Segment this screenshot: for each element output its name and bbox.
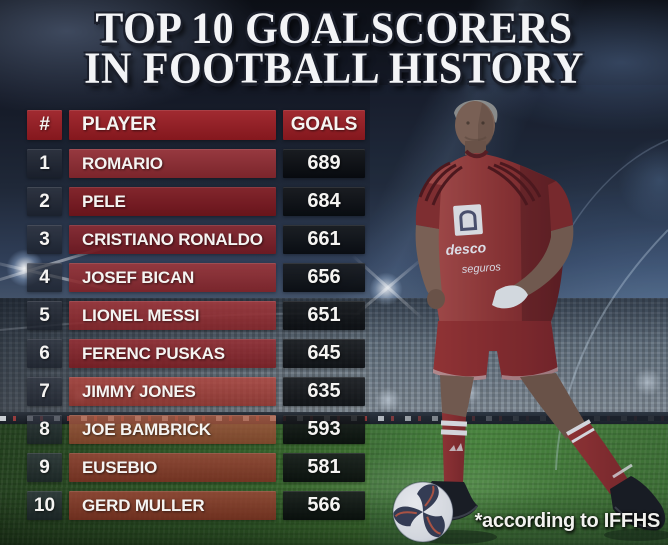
goals-cell: 656 <box>283 263 365 292</box>
rank-cell: 7 <box>27 377 62 406</box>
photo-blue-tint <box>370 85 668 545</box>
title-line-2: IN FOOTBALL HISTORY <box>84 44 584 94</box>
rank-cell: 8 <box>27 415 62 444</box>
rank-cell: 4 <box>27 263 62 292</box>
header-rank: # <box>27 110 62 140</box>
goals-cell: 566 <box>283 491 365 520</box>
player-cell: CRISTIANO RONALDO <box>69 225 276 254</box>
player-cell: JIMMY JONES <box>69 377 276 406</box>
rank-cell: 2 <box>27 187 62 216</box>
player-cell: ROMARIO <box>69 149 276 178</box>
rank-cell: 6 <box>27 339 62 368</box>
rank-cell: 9 <box>27 453 62 482</box>
rank-cell: 10 <box>27 491 62 520</box>
goals-cell: 645 <box>283 339 365 368</box>
goals-cell: 651 <box>283 301 365 330</box>
player-photo: desco seguros <box>370 85 668 545</box>
player-cell: JOSEF BICAN <box>69 263 276 292</box>
header-goals: GOALS <box>283 110 365 140</box>
player-cell: GERD MULLER <box>69 491 276 520</box>
title-line-1: TOP 10 GOALSCORERS <box>95 4 573 54</box>
player-cell: LIONEL MESSI <box>69 301 276 330</box>
goals-cell: 684 <box>283 187 365 216</box>
player-cell: JOE BAMBRICK <box>69 415 276 444</box>
goals-cell: 661 <box>283 225 365 254</box>
player-cell: FERENC PUSKAS <box>69 339 276 368</box>
source-footnote: *according to IFFHS <box>474 510 661 532</box>
rank-cell: 5 <box>27 301 62 330</box>
goals-cell: 635 <box>283 377 365 406</box>
goals-cell: 593 <box>283 415 365 444</box>
page-title: TOP 10 GOALSCORERS IN FOOTBALL HISTORY <box>0 4 668 94</box>
goals-cell: 581 <box>283 453 365 482</box>
rank-cell: 3 <box>27 225 62 254</box>
goals-cell: 689 <box>283 149 365 178</box>
rank-cell: 1 <box>27 149 62 178</box>
header-player: PLAYER <box>69 110 276 140</box>
player-cell: PELE <box>69 187 276 216</box>
player-cell: EUSEBIO <box>69 453 276 482</box>
ranking-table: # PLAYER GOALS 1 ROMARIO 689 2 PELE 684 … <box>27 110 365 520</box>
